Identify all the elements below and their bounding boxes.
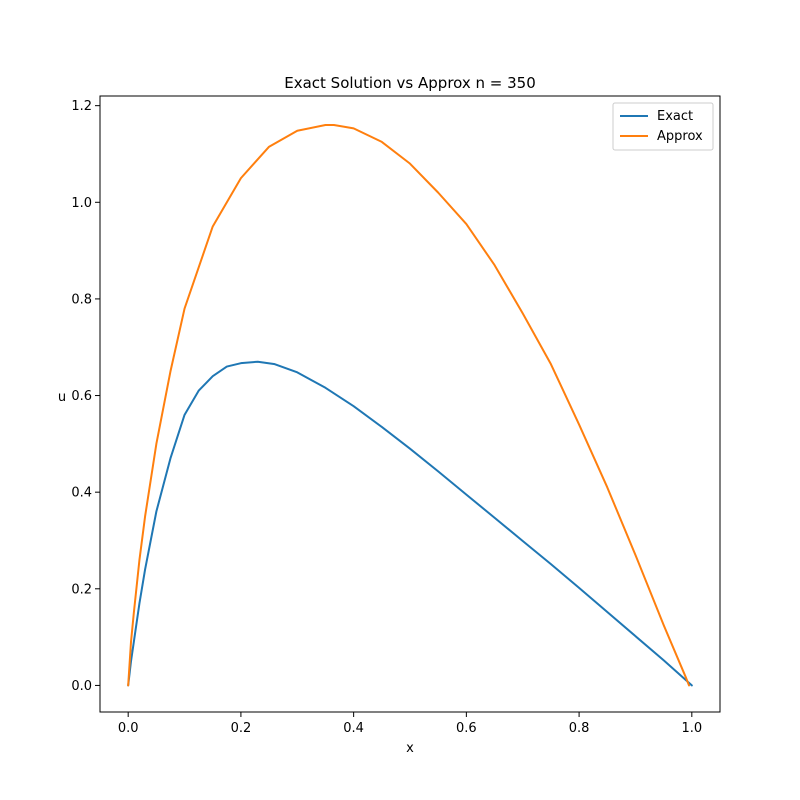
x-axis: 0.0 0.2 0.4 0.6 0.8 1.0: [118, 712, 702, 736]
series-line-approx: [127, 123, 690, 687]
series-layer: [127, 123, 693, 687]
y-tick-label: 0.4: [71, 486, 92, 501]
y-tick-label: 0.6: [71, 389, 92, 404]
plot-area: [99, 95, 721, 713]
x-tick-label: 0.6: [456, 721, 477, 736]
y-axis-label: u: [58, 390, 66, 405]
legend-label-exact: Exact: [657, 109, 693, 124]
series-line-exact: [127, 360, 693, 687]
x-tick-label: 0.8: [569, 721, 590, 736]
legend: Exact Approx: [612, 102, 714, 151]
y-tick-label: 0.8: [71, 292, 92, 307]
x-tick-label: 0.4: [343, 721, 364, 736]
y-tick-label: 0.0: [71, 679, 92, 694]
y-tick-label: 1.0: [71, 196, 92, 211]
y-tick-label: 0.2: [71, 582, 92, 597]
x-axis-label: x: [406, 741, 414, 756]
y-tick-label: 1.2: [71, 99, 92, 114]
x-tick-label: 0.2: [231, 721, 252, 736]
legend-frame: [612, 102, 714, 151]
legend-label-approx: Approx: [657, 129, 703, 144]
y-axis: 0.0 0.2 0.4 0.6 0.8 1.0 1.2: [71, 99, 100, 694]
chart-title: Exact Solution vs Approx n = 350: [284, 74, 536, 92]
x-tick-label: 1.0: [681, 721, 702, 736]
axes-frame: [99, 95, 721, 713]
x-tick-label: 0.0: [118, 721, 139, 736]
